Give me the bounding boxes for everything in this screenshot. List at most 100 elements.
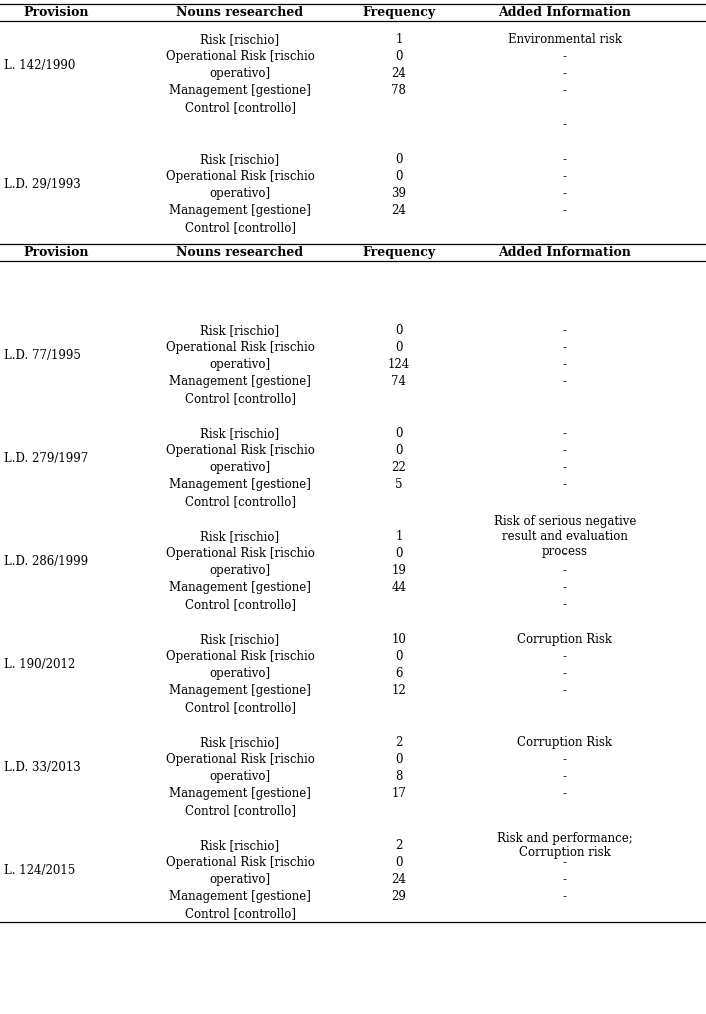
Text: Risk [rischio]: Risk [rischio] [201,427,280,440]
Text: Risk of serious negative: Risk of serious negative [493,515,636,528]
Text: 24: 24 [391,873,407,886]
Text: Operational Risk [rischio: Operational Risk [rischio [166,341,314,354]
Text: -: - [563,598,567,611]
Text: process: process [542,545,588,558]
Text: L. 142/1990: L. 142/1990 [4,59,75,72]
Text: operativo]: operativo] [210,67,270,80]
Text: 24: 24 [391,204,407,217]
Text: Management [gestione]: Management [gestione] [169,478,311,491]
Text: 10: 10 [391,633,407,646]
Text: Operational Risk [rischio: Operational Risk [rischio [166,650,314,663]
Text: 2: 2 [395,839,402,852]
Text: Risk [rischio]: Risk [rischio] [201,839,280,852]
Text: -: - [563,427,567,440]
Text: -: - [563,444,567,457]
Text: 0: 0 [395,324,402,337]
Text: operativo]: operativo] [210,873,270,886]
Text: -: - [563,787,567,800]
Text: 39: 39 [391,187,407,200]
Text: Operational Risk [rischio: Operational Risk [rischio [166,856,314,869]
Text: Control [controllo]: Control [controllo] [184,495,296,508]
Text: Management [gestione]: Management [gestione] [169,684,311,697]
Text: Operational Risk [rischio: Operational Risk [rischio [166,753,314,766]
Text: Provision: Provision [24,246,89,259]
Text: 0: 0 [395,650,402,663]
Text: 6: 6 [395,667,402,680]
Text: Control [controllo]: Control [controllo] [184,392,296,405]
Text: -: - [563,581,567,594]
Text: operativo]: operativo] [210,358,270,371]
Text: -: - [563,118,567,131]
Text: -: - [563,753,567,766]
Text: Environmental risk: Environmental risk [508,33,622,46]
Text: 74: 74 [391,375,407,388]
Text: Risk [rischio]: Risk [rischio] [201,324,280,337]
Text: 17: 17 [391,787,407,800]
Text: Management [gestione]: Management [gestione] [169,375,311,388]
Text: 0: 0 [395,856,402,869]
Text: Risk [rischio]: Risk [rischio] [201,736,280,749]
Text: -: - [563,856,567,869]
Text: Risk [rischio]: Risk [rischio] [201,633,280,646]
Text: -: - [563,375,567,388]
Text: 5: 5 [395,478,402,491]
Text: operativo]: operativo] [210,461,270,474]
Text: Operational Risk [rischio: Operational Risk [rischio [166,444,314,457]
Text: -: - [563,873,567,886]
Text: operativo]: operativo] [210,667,270,680]
Text: Management [gestione]: Management [gestione] [169,204,311,217]
Text: L.D. 29/1993: L.D. 29/1993 [4,178,80,192]
Text: Frequency: Frequency [362,246,436,259]
Text: 0: 0 [395,50,402,63]
Text: 19: 19 [391,564,407,577]
Text: L. 124/2015: L. 124/2015 [4,865,75,877]
Text: Control [controllo]: Control [controllo] [184,804,296,817]
Text: 24: 24 [391,67,407,80]
Text: -: - [563,84,567,97]
Text: Management [gestione]: Management [gestione] [169,787,311,800]
Text: -: - [563,547,567,560]
Text: Control [controllo]: Control [controllo] [184,598,296,611]
Text: Risk [rischio]: Risk [rischio] [201,530,280,544]
Text: Nouns researched: Nouns researched [176,246,304,259]
Text: operativo]: operativo] [210,770,270,783]
Text: -: - [563,341,567,354]
Text: result and evaluation: result and evaluation [502,530,628,544]
Text: 44: 44 [391,581,407,594]
Text: 8: 8 [395,770,402,783]
Text: -: - [563,461,567,474]
Text: Operational Risk [rischio: Operational Risk [rischio [166,170,314,183]
Text: L. 190/2012: L. 190/2012 [4,658,75,671]
Text: -: - [563,50,567,63]
Text: Added Information: Added Information [498,6,631,19]
Text: 0: 0 [395,341,402,354]
Text: Risk and performance;: Risk and performance; [497,831,633,845]
Text: operativo]: operativo] [210,187,270,200]
Text: L.D. 279/1997: L.D. 279/1997 [4,452,88,465]
Text: operativo]: operativo] [210,564,270,577]
Text: 1: 1 [395,33,402,46]
Text: Nouns researched: Nouns researched [176,6,304,19]
Text: Control [controllo]: Control [controllo] [184,701,296,714]
Text: Frequency: Frequency [362,6,436,19]
Text: Operational Risk [rischio: Operational Risk [rischio [166,547,314,560]
Text: -: - [563,667,567,680]
Text: -: - [563,650,567,663]
Text: L.D. 77/1995: L.D. 77/1995 [4,350,80,362]
Text: -: - [563,187,567,200]
Text: -: - [563,770,567,783]
Text: -: - [563,170,567,183]
Text: 0: 0 [395,547,402,560]
Text: -: - [563,324,567,337]
Text: -: - [563,153,567,166]
Text: Risk [rischio]: Risk [rischio] [201,153,280,166]
Text: 0: 0 [395,153,402,166]
Text: Risk [rischio]: Risk [rischio] [201,33,280,46]
Text: 0: 0 [395,427,402,440]
Text: 22: 22 [392,461,406,474]
Text: Corruption Risk: Corruption Risk [517,736,612,749]
Text: -: - [563,358,567,371]
Text: 124: 124 [388,358,410,371]
Text: -: - [563,890,567,903]
Text: -: - [563,684,567,697]
